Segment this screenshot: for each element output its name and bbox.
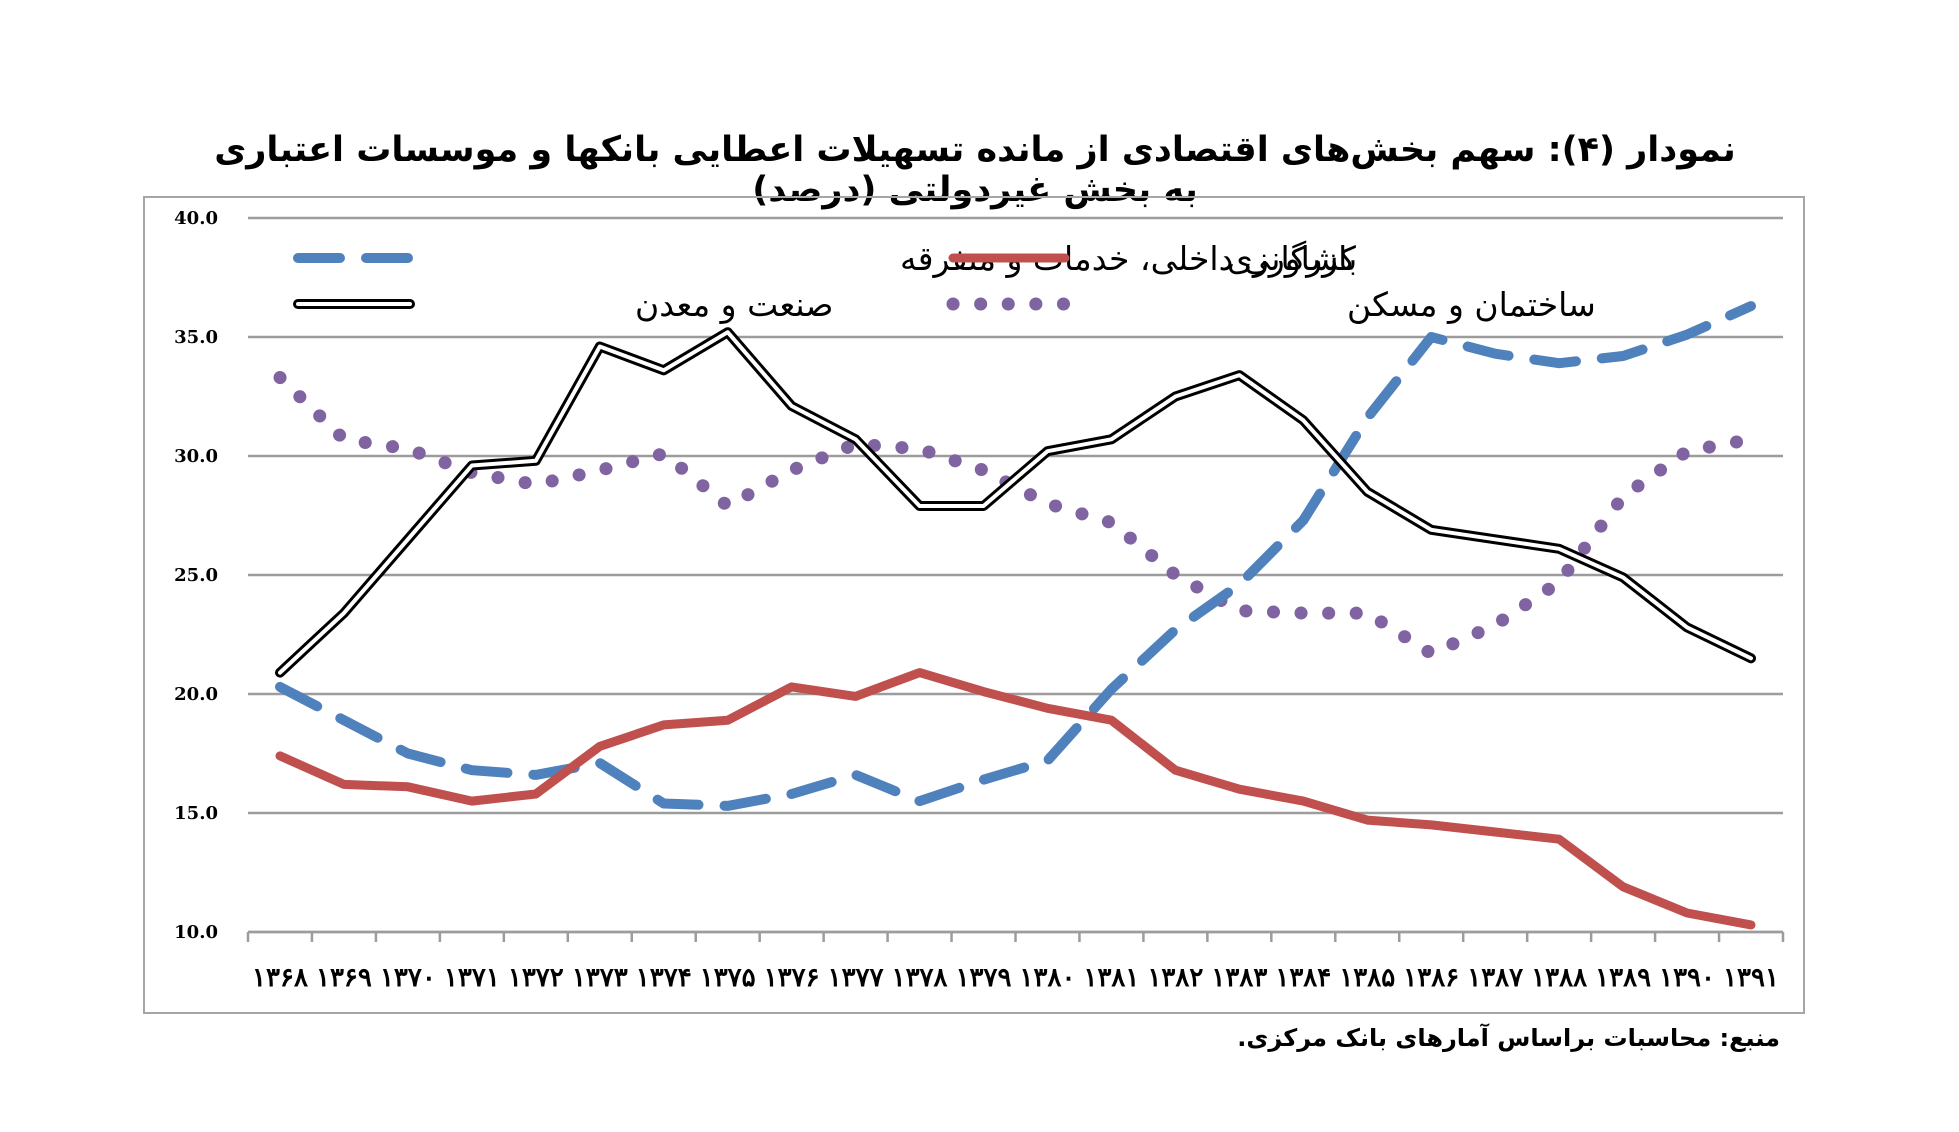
series-lines xyxy=(273,301,1758,930)
legend-item-2: صنعت و معدن xyxy=(293,285,833,324)
series-line xyxy=(273,371,1758,660)
x-tick-label: ۱۳۸۵ xyxy=(1339,963,1395,993)
x-tick-label: ۱۳۸۹ xyxy=(1595,963,1651,993)
x-tick-label: ۱۳۷۵ xyxy=(700,963,756,993)
legend-item-3: ساختمان و مسکن xyxy=(946,285,1596,324)
y-tick-label: 15.0 xyxy=(174,803,218,824)
x-tick-label: ۱۳۷۲ xyxy=(508,963,564,993)
x-axis: ۱۳۶۸ ۱۳۶۹ ۱۳۷۰ ۱۳۷۱ ۱۳۷۲ ۱۳۷۳ ۱۳۷۴ ۱۳۷۵ ۱۳۷۶ ۱۳۷۷… xyxy=(246,930,1785,993)
x-tick-label: ۱۳۷۳ xyxy=(572,963,628,993)
x-tick-label: ۱۳۸۰ xyxy=(1020,963,1076,993)
x-tick-label: ۱۳۸۴ xyxy=(1275,963,1331,993)
x-tick-label: ۱۳۸۶ xyxy=(1403,963,1459,993)
x-tick-label: ۱۳۸۷ xyxy=(1467,963,1523,993)
legend-label: ساختمان و مسکن xyxy=(1347,285,1596,324)
x-tick-label: ۱۳۷۰ xyxy=(380,963,436,993)
chart-title: نمودار (۴): سهم بخش‌های اقتصادی از مانده… xyxy=(214,130,1736,210)
x-tick-label: ۱۳۷۷ xyxy=(828,963,884,993)
x-tick-label: ۱۳۹۰ xyxy=(1659,963,1715,993)
series-3 xyxy=(273,371,1758,660)
series-line-inner xyxy=(278,330,1753,675)
x-tick-label: ۱۳۷۱ xyxy=(444,963,500,993)
y-tick-label: 25.0 xyxy=(174,565,218,586)
y-tick-label: 30.0 xyxy=(174,446,218,467)
series-line xyxy=(275,327,1756,678)
x-tick-label: ۱۳۷۴ xyxy=(636,963,692,993)
x-tick-label: ۱۳۷۹ xyxy=(956,963,1012,993)
x-tick-label: ۱۳۸۳ xyxy=(1211,963,1267,993)
series-2 xyxy=(275,327,1756,678)
y-tick-label: 10.0 xyxy=(174,922,218,943)
x-tick-label: ۱۳۶۸ xyxy=(252,963,308,993)
x-tick-label: ۱۳۸۲ xyxy=(1147,963,1203,993)
chart-frame xyxy=(143,196,1805,1014)
source-note: منبع: محاسبات براساس آمارهای بانک مرکزی. xyxy=(1237,1024,1780,1052)
x-tick-label: ۱۳۶۹ xyxy=(316,963,372,993)
series-0 xyxy=(275,301,1756,811)
y-tick-label: 40.0 xyxy=(174,208,218,229)
legend-item-1: کشاورزی xyxy=(948,239,1356,278)
x-tick-label: ۱۳۸۸ xyxy=(1531,963,1587,993)
legend-label: صنعت و معدن xyxy=(635,285,833,324)
legend-label: کشاورزی xyxy=(1227,239,1356,278)
y-tick-label: 20.0 xyxy=(174,684,218,705)
x-tick-label: ۱۳۷۶ xyxy=(764,963,820,993)
series-1 xyxy=(275,668,1756,930)
y-tick-label: 35.0 xyxy=(174,327,218,348)
x-tick-label: ۱۳۹۱ xyxy=(1723,963,1779,993)
x-tick-label: ۱۳۸۱ xyxy=(1084,963,1140,993)
series-line xyxy=(275,668,1756,930)
x-tick-label: ۱۳۷۸ xyxy=(892,963,948,993)
series-line xyxy=(275,301,1756,811)
legend-item-0: بازرگانی داخلی، خدمات و متفرقه xyxy=(293,239,1357,278)
